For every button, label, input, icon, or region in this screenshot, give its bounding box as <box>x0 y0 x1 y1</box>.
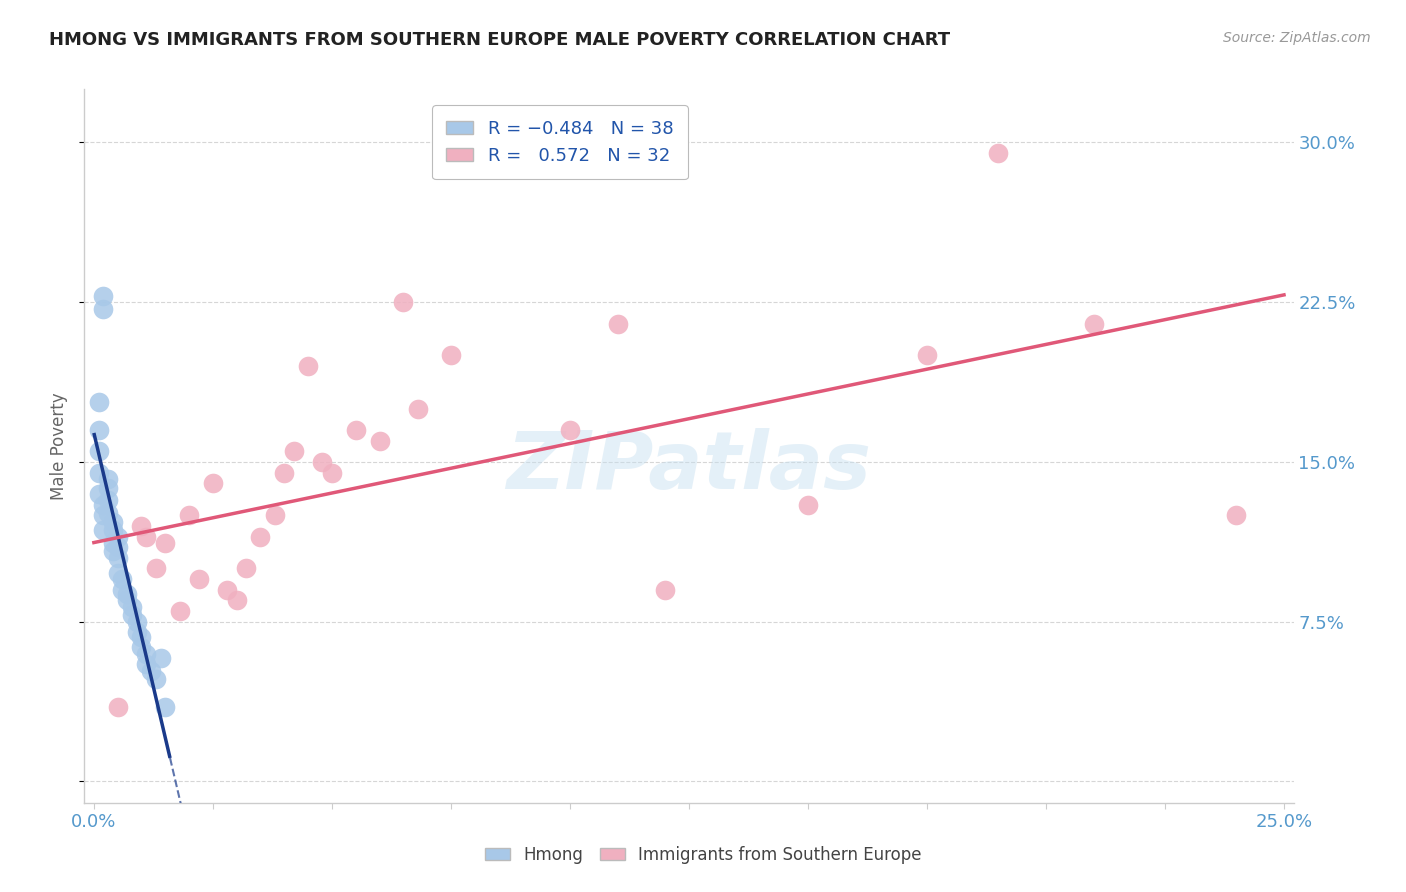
Point <box>111 582 134 597</box>
Point <box>139 664 162 678</box>
Point <box>177 508 200 523</box>
Point <box>155 536 177 550</box>
Point <box>558 423 581 437</box>
Point <box>93 301 115 316</box>
Point <box>131 519 153 533</box>
Point <box>321 466 343 480</box>
Point <box>101 536 124 550</box>
Point <box>93 289 115 303</box>
Point <box>87 395 110 409</box>
Point <box>273 466 295 480</box>
Text: HMONG VS IMMIGRANTS FROM SOUTHERN EUROPE MALE POVERTY CORRELATION CHART: HMONG VS IMMIGRANTS FROM SOUTHERN EUROPE… <box>49 31 950 49</box>
Point <box>368 434 391 448</box>
Point <box>121 599 143 614</box>
Point <box>1083 317 1105 331</box>
Point <box>135 647 157 661</box>
Point <box>155 700 177 714</box>
Point <box>263 508 285 523</box>
Point <box>225 593 247 607</box>
Point <box>135 657 157 672</box>
Point <box>606 317 628 331</box>
Point <box>797 498 820 512</box>
Point <box>97 493 120 508</box>
Point <box>101 515 124 529</box>
Point <box>249 529 271 543</box>
Point <box>235 561 257 575</box>
Point <box>135 529 157 543</box>
Point <box>297 359 319 373</box>
Point <box>93 498 115 512</box>
Point <box>187 572 209 586</box>
Text: Source: ZipAtlas.com: Source: ZipAtlas.com <box>1223 31 1371 45</box>
Point <box>131 630 153 644</box>
Point <box>217 582 239 597</box>
Point <box>93 508 115 523</box>
Point <box>145 672 167 686</box>
Point <box>93 523 115 537</box>
Point <box>392 295 415 310</box>
Point <box>121 608 143 623</box>
Point <box>654 582 676 597</box>
Point <box>87 423 110 437</box>
Text: ZIPatlas: ZIPatlas <box>506 428 872 507</box>
Point <box>987 146 1010 161</box>
Point <box>169 604 191 618</box>
Point <box>87 487 110 501</box>
Point <box>149 651 172 665</box>
Legend: Hmong, Immigrants from Southern Europe: Hmong, Immigrants from Southern Europe <box>478 839 928 871</box>
Point <box>311 455 333 469</box>
Point <box>97 472 120 486</box>
Point <box>440 349 463 363</box>
Point <box>101 523 124 537</box>
Point <box>125 615 148 629</box>
Y-axis label: Male Poverty: Male Poverty <box>51 392 69 500</box>
Point <box>111 572 134 586</box>
Point <box>145 561 167 575</box>
Point <box>283 444 305 458</box>
Point <box>125 625 148 640</box>
Point <box>1225 508 1247 523</box>
Point <box>107 529 129 543</box>
Point <box>107 566 129 580</box>
Point <box>201 476 224 491</box>
Point <box>87 444 110 458</box>
Point <box>131 640 153 655</box>
Point <box>97 506 120 520</box>
Point <box>107 540 129 554</box>
Point <box>915 349 938 363</box>
Point <box>107 550 129 565</box>
Point <box>107 700 129 714</box>
Legend: R = −0.484   N = 38, R =   0.572   N = 32: R = −0.484 N = 38, R = 0.572 N = 32 <box>432 105 688 179</box>
Point <box>344 423 367 437</box>
Point <box>87 466 110 480</box>
Point <box>97 481 120 495</box>
Point <box>115 587 138 601</box>
Point <box>101 544 124 558</box>
Point <box>406 401 429 416</box>
Point <box>115 593 138 607</box>
